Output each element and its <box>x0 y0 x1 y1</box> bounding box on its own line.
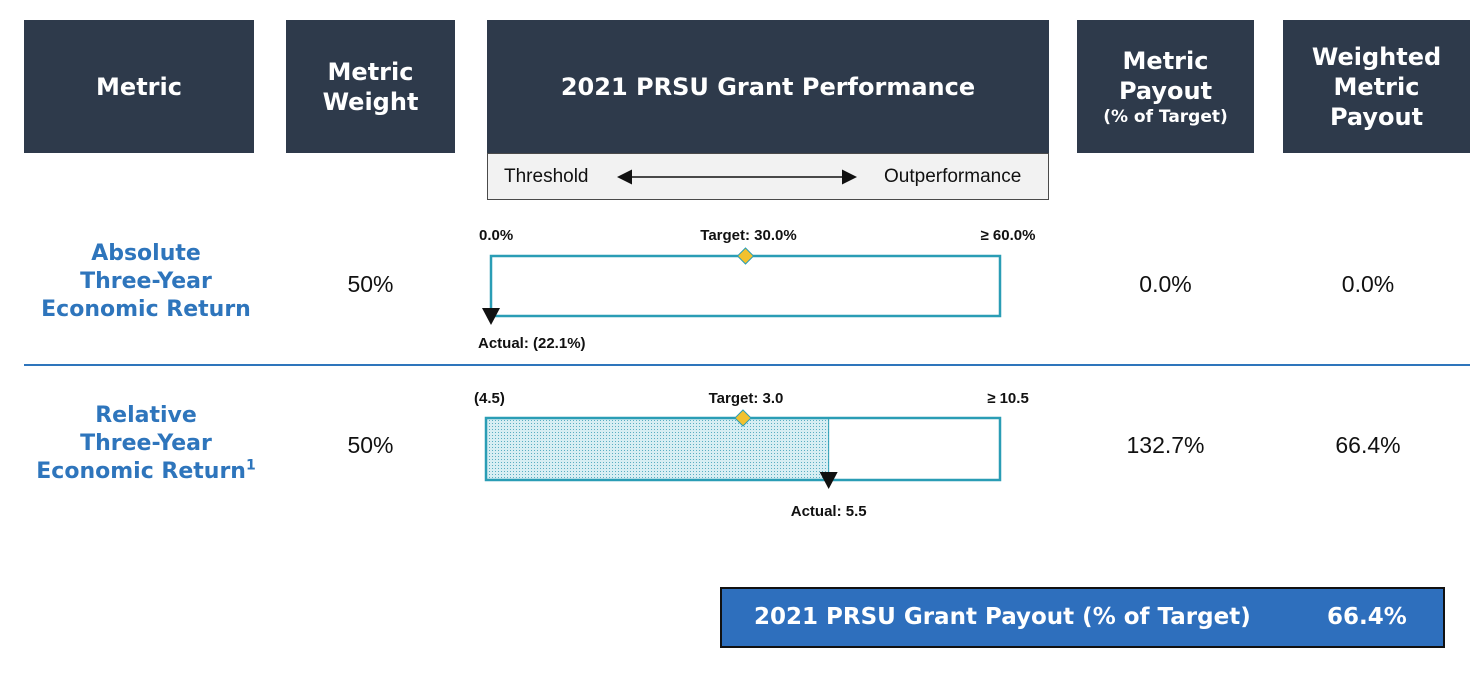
header-metric: Metric <box>24 20 254 153</box>
header-weighted-payout: Weighted Metric Payout <box>1283 20 1470 153</box>
row1-metric-payout: 0.0% <box>1139 271 1192 297</box>
row2-gauge-target-label: Target: 3.0 <box>709 390 784 407</box>
row2-gauge-min-label: (4.5) <box>474 390 505 407</box>
row-divider <box>24 364 1470 366</box>
row1-weight: 50% <box>347 271 394 297</box>
row2-actual-triangle-icon <box>819 472 838 489</box>
total-payout-box: 2021 PRSU Grant Payout (% of Target) 66.… <box>720 587 1445 648</box>
row2-footnote: 1 <box>245 457 256 474</box>
row2-weighted-payout: 66.4% <box>1335 432 1401 458</box>
row1-actual-triangle-icon <box>482 308 500 325</box>
row2-gauge-max-label: ≥ 10.5 <box>987 390 1029 407</box>
header-payout-line3: (% of Target) <box>1103 106 1228 127</box>
header-weight-line1: Metric <box>327 57 414 86</box>
total-payout-value: 66.4% <box>1327 604 1407 630</box>
header-weighted-line1: Weighted <box>1311 42 1442 71</box>
scale-bar: Threshold Outperformance <box>487 153 1049 200</box>
header-payout-line1: Metric <box>1122 46 1209 75</box>
scale-threshold-label: Threshold <box>504 166 589 187</box>
row1-gauge-actual-label: Actual: (22.1%) <box>478 335 586 352</box>
row1-name-line2: Three-Year <box>80 269 212 294</box>
row2-gauge: (4.5) ≥ 10.5 Target: 3.0 Actual: 5.5 <box>474 390 1029 520</box>
row1-gauge-box <box>489 254 1002 318</box>
header-metric-payout: Metric Payout (% of Target) <box>1077 20 1254 153</box>
row2-weight: 50% <box>347 432 394 458</box>
header-weighted-line2: Metric <box>1333 72 1420 101</box>
row1-weighted-payout: 0.0% <box>1341 271 1395 297</box>
row2-name-line1: Relative <box>95 403 197 428</box>
row2-name-line3: Economic Return <box>36 459 246 484</box>
row1-gauge-max-label: ≥ 60.0% <box>981 227 1036 244</box>
row1-metric-name: Absolute Three-Year Economic Return <box>24 240 268 324</box>
header-weight-line2: Weight <box>322 87 419 116</box>
row1-gauge-min-label: 0.0% <box>479 227 513 244</box>
header-metric-label: Metric <box>96 72 182 101</box>
scale-outperformance-label: Outperformance <box>884 166 1022 187</box>
row2-metric-name: Relative Three-Year Economic Return1 <box>24 402 268 486</box>
header-performance: 2021 PRSU Grant Performance <box>487 20 1049 153</box>
row1-name-line3: Economic Return <box>41 297 251 322</box>
row2-gauge-actual-label: Actual: 5.5 <box>791 503 867 520</box>
row2-name-line2: Three-Year <box>80 431 212 456</box>
header-performance-label: 2021 PRSU Grant Performance <box>560 72 976 101</box>
row1-gauge: 0.0% ≥ 60.0% Target: 30.0% Actual: (22.1… <box>478 227 1035 352</box>
header-payout-line2: Payout <box>1118 76 1213 105</box>
double-arrow-icon <box>617 169 857 185</box>
row1-gauge-target-label: Target: 30.0% <box>700 227 796 244</box>
row1-name-line1: Absolute <box>91 241 201 266</box>
row2-target-diamond-icon <box>734 409 752 427</box>
row2-metric-payout: 132.7% <box>1126 432 1205 458</box>
row2-gauge-fill <box>485 417 830 481</box>
header-weighted-line3: Payout <box>1329 102 1424 131</box>
row1-target-diamond-icon <box>736 247 755 265</box>
header-metric-weight: Metric Weight <box>286 20 455 153</box>
total-payout-label: 2021 PRSU Grant Payout (% of Target) <box>754 604 1251 630</box>
